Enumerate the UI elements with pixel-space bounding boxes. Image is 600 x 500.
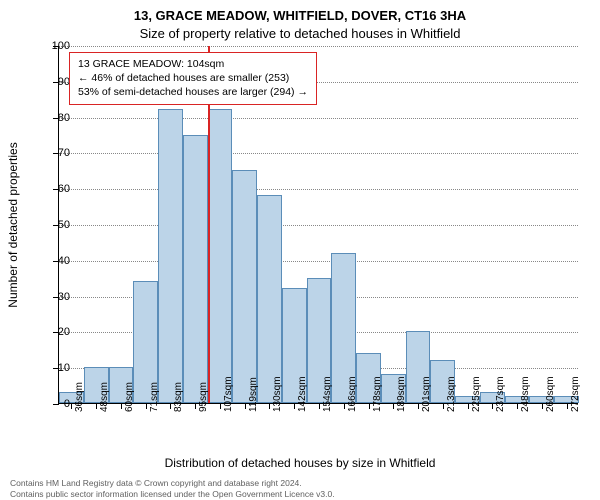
x-tick-label: 225sqm xyxy=(471,376,482,412)
x-tick xyxy=(344,403,345,409)
x-tick xyxy=(468,403,469,409)
footer-text: Contains HM Land Registry data © Crown c… xyxy=(10,478,590,500)
x-tick xyxy=(71,403,72,409)
x-tick xyxy=(294,403,295,409)
x-tick-label: 95sqm xyxy=(198,382,209,412)
y-tick-label: 40 xyxy=(40,255,70,267)
x-tick xyxy=(245,403,246,409)
x-tick xyxy=(121,403,122,409)
x-tick-label: 248sqm xyxy=(520,376,531,412)
x-tick-label: 36sqm xyxy=(74,382,85,412)
chart-container: 13, GRACE MEADOW, WHITFIELD, DOVER, CT16… xyxy=(0,0,600,500)
x-tick xyxy=(96,403,97,409)
x-tick xyxy=(269,403,270,409)
x-tick-label: 71sqm xyxy=(149,382,160,412)
x-tick-label: 213sqm xyxy=(446,376,457,412)
gridline xyxy=(59,46,578,47)
y-tick-label: 50 xyxy=(40,219,70,231)
x-tick xyxy=(369,403,370,409)
x-tick xyxy=(443,403,444,409)
x-tick xyxy=(492,403,493,409)
x-tick xyxy=(220,403,221,409)
y-tick-label: 10 xyxy=(40,362,70,374)
y-tick-label: 20 xyxy=(40,326,70,338)
y-tick-label: 100 xyxy=(40,40,70,52)
y-tick-label: 70 xyxy=(40,147,70,159)
histogram-bar xyxy=(232,170,257,403)
y-axis-title: Number of detached properties xyxy=(6,142,20,307)
x-tick xyxy=(170,403,171,409)
x-tick xyxy=(542,403,543,409)
x-tick-label: 142sqm xyxy=(297,376,308,412)
x-tick-label: 107sqm xyxy=(223,376,234,412)
x-tick-label: 237sqm xyxy=(495,376,506,412)
x-tick xyxy=(418,403,419,409)
y-tick-label: 30 xyxy=(40,291,70,303)
x-tick xyxy=(517,403,518,409)
histogram-bar xyxy=(158,109,183,403)
annotation-line-2: ← 46% of detached houses are smaller (25… xyxy=(78,71,308,85)
histogram-bar xyxy=(257,195,282,403)
x-tick-label: 178sqm xyxy=(372,376,383,412)
annotation-line-3: 53% of semi-detached houses are larger (… xyxy=(78,85,308,99)
gridline xyxy=(59,261,578,262)
histogram-bar xyxy=(183,135,208,404)
x-tick-label: 272sqm xyxy=(570,376,581,412)
gridline xyxy=(59,189,578,190)
x-tick-label: 119sqm xyxy=(248,377,259,412)
histogram-bar xyxy=(208,109,233,403)
x-axis-title: Distribution of detached houses by size … xyxy=(0,456,600,470)
gridline xyxy=(59,225,578,226)
footer-line-2: Contains public sector information licen… xyxy=(10,489,590,500)
x-tick-label: 166sqm xyxy=(347,376,358,412)
x-tick-label: 201sqm xyxy=(421,376,432,412)
gridline xyxy=(59,118,578,119)
footer-line-1: Contains HM Land Registry data © Crown c… xyxy=(10,478,590,489)
x-tick-label: 60sqm xyxy=(124,382,135,412)
x-tick-label: 154sqm xyxy=(322,376,333,412)
plot-area: 13 GRACE MEADOW: 104sqm ← 46% of detache… xyxy=(58,46,578,404)
gridline xyxy=(59,153,578,154)
chart-title-sub: Size of property relative to detached ho… xyxy=(0,26,600,41)
y-tick-label: 0 xyxy=(40,398,70,410)
annotation-box: 13 GRACE MEADOW: 104sqm ← 46% of detache… xyxy=(69,52,317,105)
x-tick-label: 260sqm xyxy=(545,376,556,412)
y-tick-label: 60 xyxy=(40,183,70,195)
x-tick xyxy=(195,403,196,409)
x-tick-label: 189sqm xyxy=(396,376,407,412)
chart-title-main: 13, GRACE MEADOW, WHITFIELD, DOVER, CT16… xyxy=(0,8,600,23)
x-tick-label: 130sqm xyxy=(272,376,283,412)
x-tick xyxy=(319,403,320,409)
x-tick xyxy=(393,403,394,409)
annotation-line-1: 13 GRACE MEADOW: 104sqm xyxy=(78,57,308,71)
y-tick-label: 90 xyxy=(40,76,70,88)
x-tick xyxy=(146,403,147,409)
x-tick-label: 48sqm xyxy=(99,382,110,412)
x-tick-label: 83sqm xyxy=(173,382,184,412)
x-tick xyxy=(567,403,568,409)
y-tick-label: 80 xyxy=(40,112,70,124)
